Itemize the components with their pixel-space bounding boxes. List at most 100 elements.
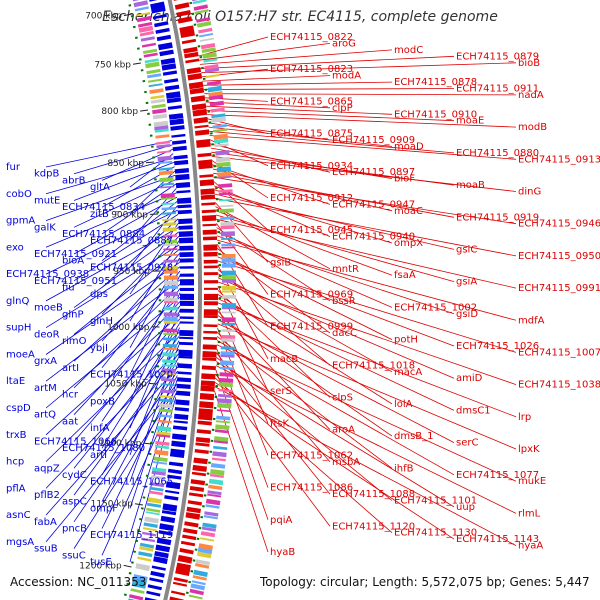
- cds-block-inner: [221, 335, 236, 339]
- label-leader-line: [129, 362, 179, 509]
- gene-label: mdfA: [518, 315, 545, 326]
- plus-strand-feature: [179, 300, 194, 306]
- gene-label: ECH74115_1062: [270, 450, 353, 461]
- plus-strand-feature: [160, 57, 176, 65]
- minus-strand-feature: [203, 301, 218, 306]
- gene-label: ECH74115_1018: [332, 360, 415, 371]
- plus-strand-feature: [177, 363, 192, 369]
- label-leader-line: [129, 397, 177, 563]
- minus-strand-feature: [203, 315, 218, 319]
- gene-label: glnH: [90, 316, 113, 327]
- cds-block-inner: [213, 440, 228, 444]
- cds-block-inner: [221, 258, 236, 263]
- cds-block-outer: [163, 243, 178, 246]
- minus-strand-feature: [203, 244, 218, 251]
- label-leader-line: [73, 318, 181, 442]
- tick-mark: [145, 161, 155, 164]
- cds-block-outer: [161, 378, 176, 382]
- label-leader-line: [45, 349, 179, 489]
- tick-label: 950 kbp: [113, 267, 150, 277]
- minus-strand-feature: [184, 51, 199, 59]
- cds-block-outer: [154, 128, 169, 133]
- cds-block-outer: [163, 337, 178, 341]
- gene-label: exo: [6, 242, 24, 253]
- label-leader-line: [73, 336, 180, 469]
- minus-strand-feature: [195, 129, 210, 136]
- cds-block-outer: [161, 202, 176, 206]
- cds-block-inner: [192, 575, 207, 581]
- minus-strand-feature: [189, 87, 205, 95]
- tick-mark: [140, 109, 149, 112]
- label-leader-line: [214, 197, 517, 257]
- label-leader-line: [73, 248, 180, 335]
- gene-label: moaE: [456, 116, 484, 127]
- plus-strand-feature: [174, 407, 189, 412]
- cds-block-outer: [151, 470, 166, 476]
- gene-label: ECH74115_1080: [62, 443, 145, 454]
- gene-label: abrB: [62, 175, 86, 186]
- plus-strand-feature: [179, 258, 194, 263]
- tick-mark: [143, 442, 152, 445]
- label-leader-line: [217, 323, 517, 450]
- cds-block-inner: [220, 231, 235, 237]
- plus-strand-feature: [158, 530, 173, 536]
- gene-label: ECH74115_0897: [332, 167, 415, 178]
- cds-block-outer: [151, 475, 166, 480]
- gc-skew-ring: [122, 0, 162, 600]
- minus-strand-feature: [177, 16, 193, 24]
- gene-label: ECH74115_0921: [34, 249, 117, 260]
- cds-block-outer: [144, 516, 159, 524]
- cds-block-outer: [156, 140, 171, 145]
- label-leader-line: [199, 43, 331, 61]
- cds-block-outer: [133, 0, 149, 8]
- label-leader-line: [215, 365, 517, 514]
- cds-block-outer: [164, 297, 178, 302]
- minus-strand-feature: [173, 577, 188, 583]
- cds-block-inner: [220, 354, 235, 358]
- gene-label: ECH74115_0880: [456, 148, 539, 159]
- gene-label: ECH74115_0913: [518, 154, 600, 165]
- minus-strand-feature: [196, 429, 211, 435]
- cds-block-outer: [161, 364, 176, 367]
- minus-strand-feature: [202, 215, 217, 222]
- cds-block-outer: [157, 150, 172, 154]
- cds-block-inner: [221, 237, 236, 240]
- cds-block-inner: [196, 21, 212, 28]
- cds-block-outer: [163, 312, 178, 317]
- cds-block-inner: [190, 583, 206, 591]
- label-leader-line: [217, 302, 517, 418]
- gene-label: nadA: [518, 90, 544, 101]
- gene-label: ECH74115_0969: [270, 290, 353, 301]
- gene-label: supH: [6, 323, 31, 334]
- gene-label: ECH74115_1120: [332, 521, 415, 532]
- minus-strand-feature: [191, 103, 207, 111]
- gene-label: mntR: [332, 264, 359, 275]
- cds-block-outer: [163, 316, 178, 322]
- cds-block-outer: [152, 108, 167, 115]
- cds-block-inner: [220, 225, 235, 230]
- cds-block-outer: [156, 426, 172, 432]
- cds-block-outer: [155, 134, 170, 139]
- plus-strand-feature: [172, 139, 187, 145]
- cds-block-inner: [214, 138, 229, 144]
- gene-label: fiu: [62, 283, 75, 294]
- cds-block-outer: [146, 68, 161, 75]
- cds-block-inner: [221, 338, 236, 342]
- label-leader-line: [216, 239, 517, 321]
- cds-block-inner: [220, 221, 235, 226]
- plus-strand-feature: [176, 383, 191, 389]
- cds-block-inner: [204, 511, 219, 517]
- plus-strand-feature: [160, 515, 176, 524]
- cds-block-outer: [161, 368, 176, 374]
- label-leader-line: [45, 140, 172, 168]
- gene-label: ECH74115_0834: [62, 202, 145, 213]
- cds-block-outer: [142, 48, 158, 54]
- plus-strand-feature: [177, 371, 192, 375]
- minus-strand-feature: [198, 159, 213, 167]
- label-leader-line: [216, 348, 269, 488]
- minus-strand-feature: [195, 437, 211, 443]
- minus-strand-feature: [185, 512, 201, 520]
- plus-strand-feature: [174, 159, 189, 166]
- gene-label: aroG: [332, 38, 356, 49]
- label-leader-line: [73, 266, 181, 362]
